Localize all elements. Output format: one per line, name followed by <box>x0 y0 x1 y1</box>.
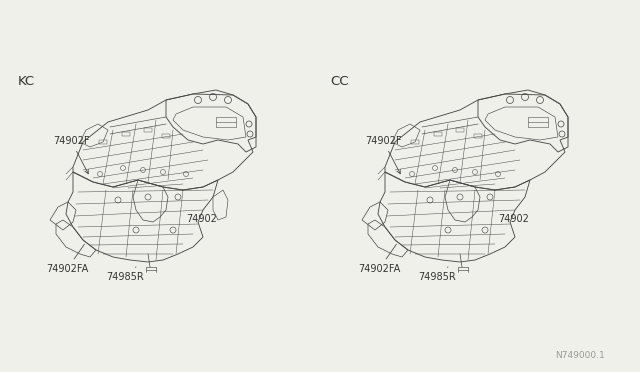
Text: 74902F: 74902F <box>365 136 401 174</box>
Text: N749000.1: N749000.1 <box>556 351 605 360</box>
Text: 74902F: 74902F <box>53 136 90 174</box>
Text: CC: CC <box>330 75 349 88</box>
Text: 74902FA: 74902FA <box>358 244 400 274</box>
Text: 74985R: 74985R <box>418 267 456 282</box>
Text: 74985R: 74985R <box>106 267 144 282</box>
Text: KC: KC <box>18 75 35 88</box>
Text: 74902: 74902 <box>498 214 529 224</box>
Text: 74902: 74902 <box>186 214 217 224</box>
Text: 74902FA: 74902FA <box>46 244 88 274</box>
